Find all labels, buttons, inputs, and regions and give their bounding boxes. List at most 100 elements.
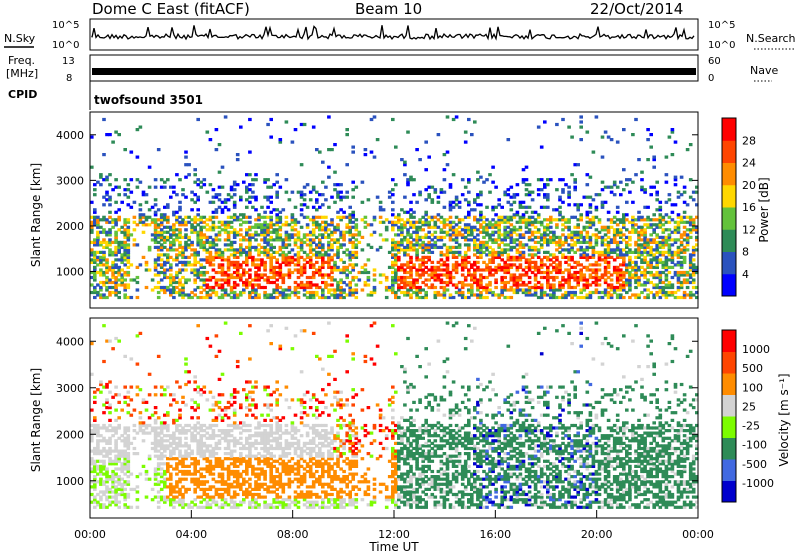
power-cell-3196 [567, 186, 571, 189]
power-cell-3090 [555, 296, 559, 299]
power-cell-1663 [333, 201, 337, 204]
power-cell-2308 [446, 263, 450, 266]
power-cell-3352 [589, 176, 593, 179]
power-cell-969 [236, 231, 240, 234]
power-cell-1137 [260, 246, 264, 249]
velocity-cell-586 [184, 488, 188, 491]
power-cell-1070 [251, 278, 255, 281]
power-cell-2114 [415, 201, 419, 204]
power-cell-1879 [382, 221, 386, 224]
velocity-cell-260 [123, 450, 127, 453]
power-cell-2458 [467, 243, 471, 246]
power-cell-3195 [567, 191, 571, 194]
power-cell-3528 [616, 253, 620, 256]
power-cell-3161 [564, 256, 568, 259]
velocity-cell-188 [114, 473, 118, 476]
power-cell-1836 [364, 153, 368, 156]
power-cell-1857 [373, 278, 377, 281]
power-cell-154 [108, 203, 112, 206]
power-cell-3410 [601, 296, 605, 299]
power-cell-2287 [443, 253, 447, 256]
power-cell-2887 [525, 211, 529, 214]
power-cell-3750 [646, 271, 650, 274]
power-cell-1794 [351, 181, 355, 184]
power-cell-205 [114, 178, 118, 181]
power-cell-2082 [412, 231, 416, 234]
power-cell-1601 [324, 186, 328, 189]
power-cell-3118 [558, 261, 562, 264]
velocity-cell-727 [203, 391, 207, 394]
power-cell-682 [196, 196, 200, 199]
power-cell-1449 [303, 193, 307, 196]
velocity-cell-205 [114, 386, 118, 389]
power-cell-1864 [373, 115, 377, 118]
power-cell-1839 [367, 283, 371, 286]
power-cell-2296 [443, 191, 447, 194]
power-cell-857 [221, 201, 225, 204]
power-cell-1795 [351, 151, 355, 154]
power-cell-2218 [431, 198, 435, 201]
power-cell-3045 [546, 206, 550, 209]
velocity-cell-33 [93, 460, 97, 463]
power-cell-3823 [655, 256, 659, 259]
power-cell-1622 [327, 206, 331, 209]
power-cell-3260 [576, 163, 580, 166]
power-cell-78 [99, 251, 103, 254]
power-cell-3564 [619, 193, 623, 196]
nave-tick-bottom: 0 [708, 73, 714, 84]
power-cell-109 [102, 118, 106, 121]
velocity-cell-347 [145, 424, 149, 427]
power-cell-2196 [427, 216, 431, 219]
power-cell-620 [190, 296, 194, 299]
power-cell-2334 [449, 233, 453, 236]
power-cell-910 [230, 273, 234, 276]
power-cell-2667 [494, 186, 498, 189]
power-cell-687 [199, 291, 203, 294]
power-cell-3369 [592, 198, 596, 201]
power-cell-3717 [640, 178, 644, 181]
velocity-cell-301 [130, 442, 134, 445]
power-cell-202 [114, 211, 118, 214]
power-cell-530 [175, 233, 179, 236]
power-cell-131 [105, 191, 109, 194]
power-cell-3809 [652, 166, 656, 169]
velocity-cell-177 [111, 347, 115, 350]
power-cell-2996 [540, 233, 544, 236]
velocity-cell-691 [199, 480, 203, 483]
power-cell-2614 [488, 266, 492, 269]
power-cell-2763 [510, 273, 514, 276]
power-cell-2208 [431, 261, 435, 264]
power-cell-2899 [528, 276, 532, 279]
power-cell-3700 [640, 271, 644, 274]
power-cell-2500 [473, 253, 477, 256]
power-cell-320 [136, 186, 140, 189]
velocity-cell-17 [90, 373, 94, 376]
velocity-cell-555 [178, 437, 182, 440]
power-cell-2425 [464, 283, 468, 286]
power-cell-453 [163, 186, 167, 189]
power-cell-2758 [510, 296, 514, 299]
power-cell-952 [233, 188, 237, 191]
nsky-label: N.Sky [4, 32, 36, 45]
power-cell-4081 [692, 293, 696, 296]
power-cell-3537 [616, 218, 620, 221]
power-cell-608 [187, 278, 191, 281]
power-cell-2559 [479, 223, 483, 226]
power-cell-1250 [275, 278, 279, 281]
power-cell-3048 [546, 193, 550, 196]
power-cell-3268 [579, 268, 583, 271]
power-cell-748 [206, 131, 210, 134]
power-cell-386 [154, 198, 158, 201]
power-cell-3911 [665, 156, 669, 159]
freq-label-2: [MHz] [6, 67, 38, 80]
power-cell-3322 [586, 221, 590, 224]
velocity-cell-248 [123, 493, 127, 496]
power-cell-144 [108, 248, 112, 251]
power-cell-1104 [254, 208, 258, 211]
power-cell-685 [196, 118, 200, 121]
power-cell-3201 [570, 286, 574, 289]
velocity-cell-291 [127, 434, 131, 437]
power-cell-790 [212, 201, 216, 204]
power-cell-1078 [251, 226, 255, 229]
power-cell-2469 [467, 201, 471, 204]
